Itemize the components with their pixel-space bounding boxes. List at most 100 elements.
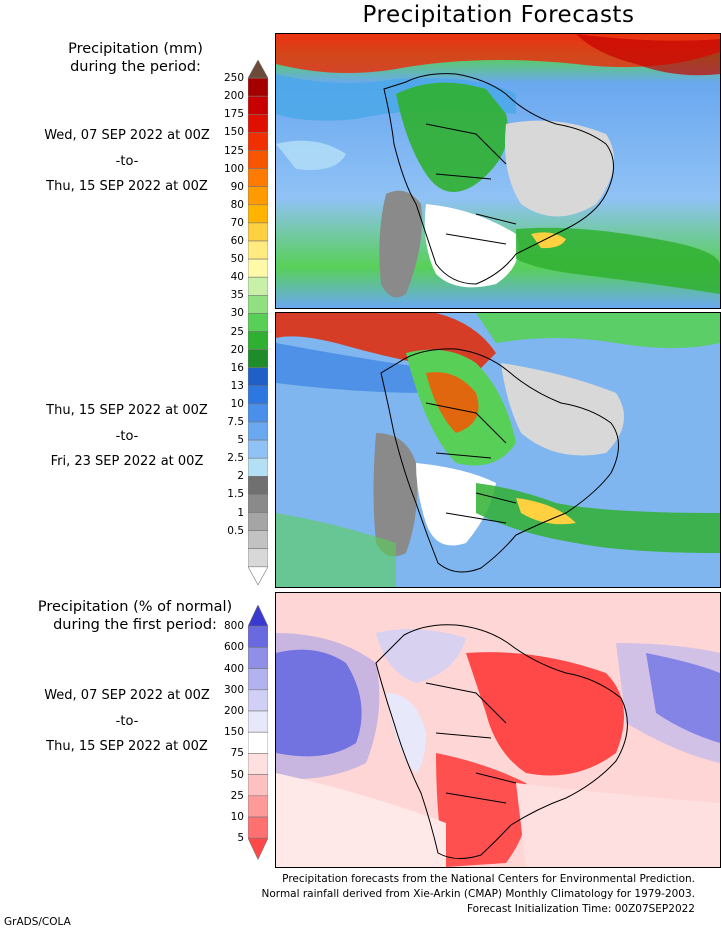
colorbar-tick-label: 125 xyxy=(223,144,244,157)
period3-end: Thu, 15 SEP 2022 at 00Z xyxy=(46,739,208,754)
colorbar-tick-label: 50 xyxy=(230,253,244,266)
colorbar-tick-label: 20 xyxy=(230,343,244,356)
colorbar-swatch xyxy=(248,439,268,459)
credit-label: GrADS/COLA xyxy=(4,916,71,928)
colorbar-swatch xyxy=(248,150,268,169)
period1-start: Wed, 07 SEP 2022 at 00Z xyxy=(44,128,210,143)
colorbar-tick-label: 200 xyxy=(223,705,244,717)
colorbar-swatch xyxy=(248,753,268,775)
colorbar-top-arrow xyxy=(248,605,268,627)
colorbar-tick-label: 10 xyxy=(230,811,244,823)
colorbar-tick-label: 200 xyxy=(223,90,244,103)
period2-sep: -to- xyxy=(115,429,139,444)
colorbar-tick-label: 1 xyxy=(237,506,244,519)
colorbar-swatch xyxy=(248,258,268,278)
colorbar-swatch xyxy=(248,240,268,260)
legend-pct-heading: Precipitation (% of normal) during the f… xyxy=(0,598,270,634)
period3-sep: -to- xyxy=(115,714,139,729)
colorbar-swatch xyxy=(248,512,268,531)
colorbar-tick-label: 7.5 xyxy=(227,416,244,428)
legend-pct-heading-line1: Precipitation (% of normal) xyxy=(37,599,233,615)
colorbar-tick-label: 2 xyxy=(237,470,244,483)
colorbar-swatch xyxy=(248,113,268,133)
precip-map-period2 xyxy=(276,313,720,587)
colorbar-tick-label: 75 xyxy=(230,747,244,760)
colorbar-swatch xyxy=(248,403,268,423)
colorbar-swatch xyxy=(248,475,268,495)
colorbar-swatch xyxy=(248,689,268,712)
colorbar-tick-label: 400 xyxy=(223,662,244,675)
colorbar-tick-label: 2.5 xyxy=(227,452,244,465)
colorbar-swatch xyxy=(248,731,268,754)
colorbar-swatch xyxy=(248,647,268,669)
colorbar-tick-label: 150 xyxy=(223,726,244,739)
colorbar-swatch xyxy=(248,530,268,550)
footer-line2: Normal rainfall derived from Xie-Arkin (… xyxy=(261,888,695,900)
colorbar-tick-label: 5 xyxy=(237,832,244,845)
colorbar-swatch xyxy=(248,276,268,296)
legend-mm-heading-line2: during the period: xyxy=(70,59,201,75)
colorbar-swatch xyxy=(248,625,268,648)
colorbar-tick-label: 35 xyxy=(230,289,244,302)
colorbar-top-arrow xyxy=(248,60,268,79)
colorbar-swatch xyxy=(248,168,268,187)
colorbar-tick-label: 25 xyxy=(230,325,244,338)
period1-sep: -to- xyxy=(115,154,139,169)
colorbar-tick-label: 40 xyxy=(230,271,244,284)
colorbar-swatch xyxy=(248,421,268,441)
colorbar-tick-label: 0.5 xyxy=(227,524,244,537)
colorbar-tick-label: 1.5 xyxy=(227,488,244,501)
footer-line1: Precipitation forecasts from the Nationa… xyxy=(282,873,695,885)
colorbar-swatch xyxy=(248,494,268,513)
map-panel-percent-normal xyxy=(275,592,721,868)
colorbar-tick-label: 60 xyxy=(230,235,244,247)
colorbar-tick-label: 150 xyxy=(223,126,244,139)
period2-start: Thu, 15 SEP 2022 at 00Z xyxy=(46,403,208,418)
colorbar-swatch xyxy=(248,816,268,839)
colorbar-tick-label: 800 xyxy=(223,620,244,633)
colorbar-tick-label: 25 xyxy=(230,789,244,802)
colorbar-swatch xyxy=(248,668,268,691)
period1-end: Thu, 15 SEP 2022 at 00Z xyxy=(46,179,208,194)
colorbar-swatch xyxy=(248,204,268,224)
colorbar-tick-label: 30 xyxy=(230,307,244,320)
colorbar-tick-label: 10 xyxy=(230,397,244,410)
colorbar-swatch xyxy=(248,132,268,151)
footer-line3: Forecast Initialization Time: 00Z07SEP20… xyxy=(467,903,695,915)
colorbar-tick-label: 90 xyxy=(230,180,244,193)
colorbar-swatch xyxy=(248,95,268,115)
colorbar-swatch xyxy=(248,795,268,818)
colorbar-swatch xyxy=(248,710,268,733)
period2-end: Fri, 23 SEP 2022 at 00Z xyxy=(50,454,204,469)
map-panel-period2 xyxy=(275,312,721,588)
precip-pct-colorbar xyxy=(248,605,268,861)
legend-pct-heading-line2: during the first period: xyxy=(53,617,217,633)
footer-notes: Precipitation forecasts from the Nationa… xyxy=(200,872,695,917)
colorbar-bottom-arrow xyxy=(248,837,268,861)
colorbar-swatch xyxy=(248,186,268,206)
colorbar-swatch xyxy=(248,77,268,97)
colorbar-tick-label: 70 xyxy=(230,216,244,229)
legend-mm-heading-line1: Precipitation (mm) xyxy=(68,41,203,57)
map-panel-period1 xyxy=(275,33,721,309)
colorbar-tick-label: 5 xyxy=(237,434,244,447)
colorbar-tick-label: 100 xyxy=(223,162,244,175)
colorbar-swatch xyxy=(248,349,268,369)
colorbar-swatch xyxy=(248,313,268,332)
colorbar-tick-label: 300 xyxy=(223,683,244,696)
colorbar-tick-label: 600 xyxy=(223,641,244,654)
colorbar-swatch xyxy=(248,331,268,350)
colorbar-swatch xyxy=(248,367,268,387)
period3-start: Wed, 07 SEP 2022 at 00Z xyxy=(44,688,210,703)
page-title: Precipitation Forecasts xyxy=(362,2,635,28)
precip-mm-colorbar xyxy=(248,60,268,586)
colorbar-tick-label: 13 xyxy=(230,379,244,392)
precip-map-period1 xyxy=(276,34,720,308)
colorbar-swatch xyxy=(248,222,268,242)
colorbar-tick-label: 175 xyxy=(223,108,244,121)
colorbar-tick-label: 50 xyxy=(230,768,244,781)
colorbar-swatch xyxy=(248,295,268,314)
colorbar-tick-label: 250 xyxy=(223,72,244,85)
legend-mm-heading: Precipitation (mm) during the period: xyxy=(8,40,263,76)
colorbar-swatch xyxy=(248,548,268,568)
